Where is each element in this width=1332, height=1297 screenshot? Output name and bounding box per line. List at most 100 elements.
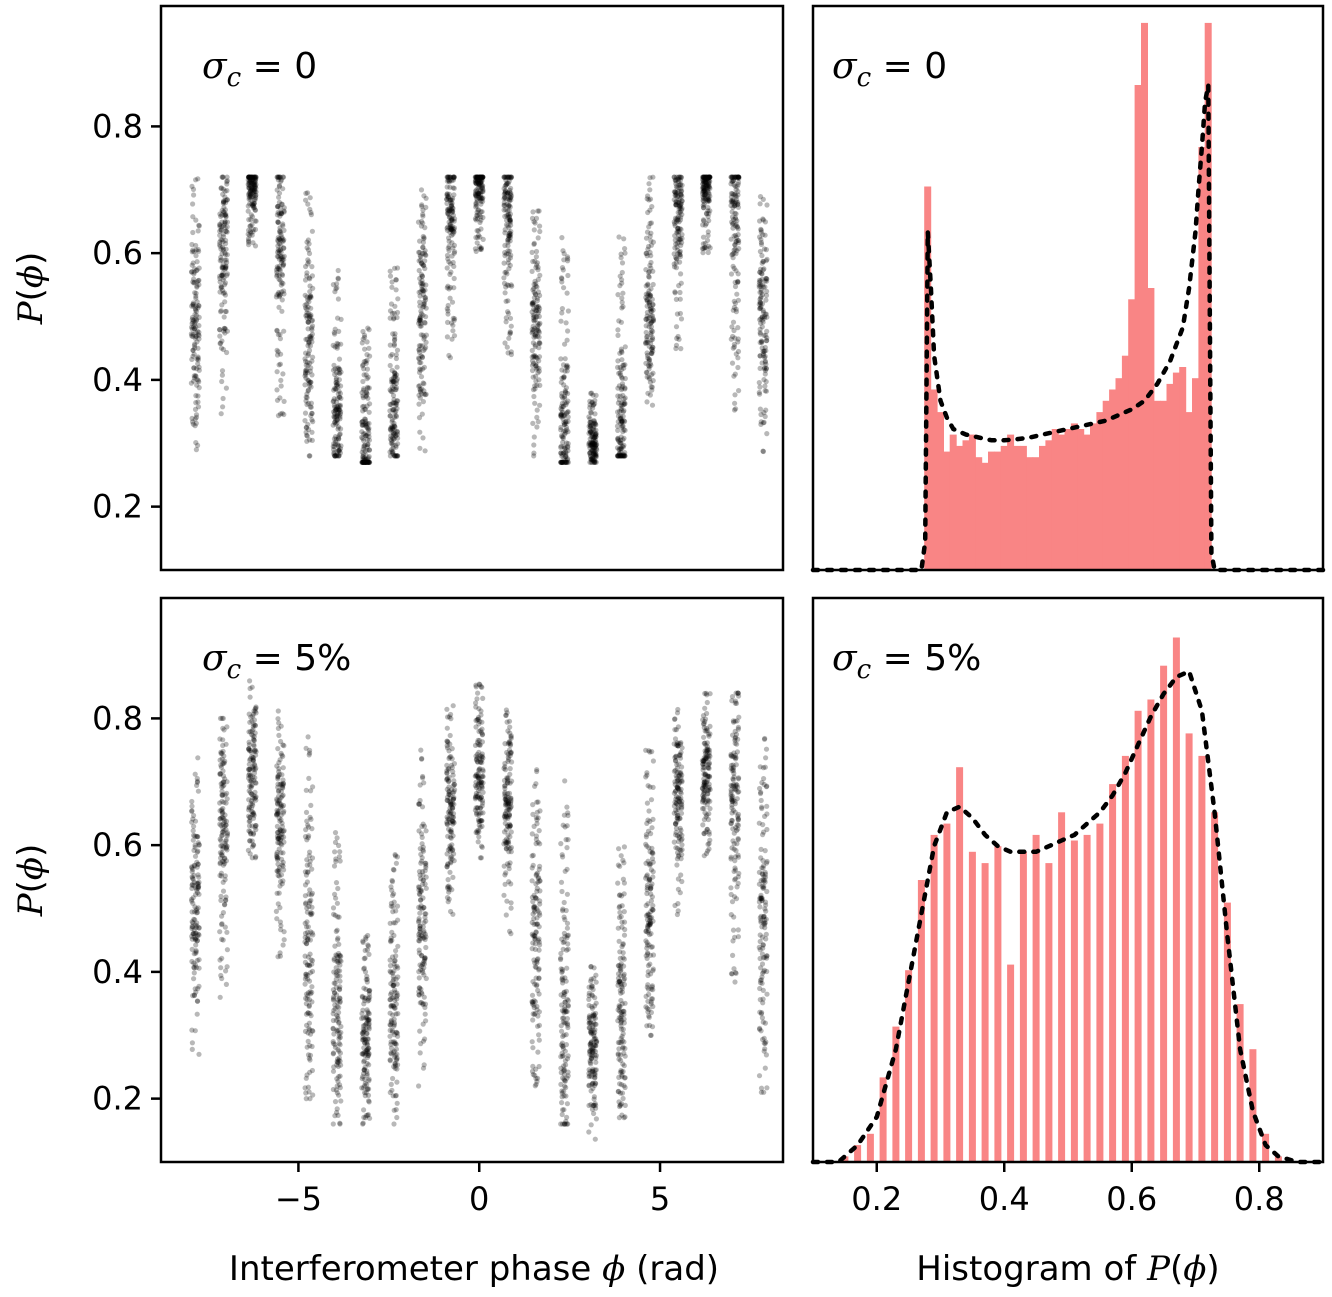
histogram-bar	[981, 462, 989, 570]
scatter-point	[474, 189, 480, 195]
scatter-point	[648, 337, 654, 343]
scatter-point	[274, 273, 280, 279]
scatter-point	[420, 233, 426, 240]
scatter-point	[274, 272, 280, 278]
scatter-point	[559, 400, 566, 406]
scatter-point	[335, 453, 342, 459]
scatter-point	[192, 311, 198, 318]
scatter-point	[304, 1072, 310, 1078]
scatter-point	[530, 258, 536, 265]
scatter-point	[507, 192, 513, 198]
scatter-point	[364, 421, 371, 427]
scatter-point	[361, 459, 367, 465]
scatter-point	[532, 383, 538, 389]
scatter-point	[305, 201, 311, 207]
scatter-point	[620, 429, 626, 435]
scatter-point	[364, 1031, 370, 1037]
histogram-bar	[1147, 288, 1155, 570]
scatter-point	[476, 834, 482, 840]
scatter-point	[331, 402, 337, 408]
scatter-point	[304, 245, 310, 251]
scatter-point	[503, 912, 509, 918]
scatter-point	[762, 383, 768, 389]
scatter-point	[478, 180, 484, 186]
scatter-point	[764, 276, 770, 282]
scatter-point	[561, 420, 567, 426]
scatter-point	[422, 392, 428, 398]
scatter-point	[587, 398, 593, 404]
scatter-point	[276, 294, 282, 300]
scatter-point	[246, 178, 253, 184]
scatter-point	[504, 271, 510, 277]
histogram-bar	[949, 434, 957, 570]
histogram-bar	[1007, 434, 1015, 570]
scatter-point	[507, 218, 513, 224]
scatter-point	[336, 453, 342, 459]
scatter-point	[478, 174, 484, 180]
scatter-point	[758, 270, 765, 276]
scatter-point	[387, 413, 393, 419]
scatter-point	[280, 174, 287, 180]
scatter-point	[221, 325, 228, 331]
scatter-point	[217, 836, 223, 842]
scatter-point	[195, 377, 201, 383]
scatter-point	[417, 389, 423, 395]
scatter-point	[565, 459, 572, 465]
scatter-point	[506, 202, 512, 209]
scatter-point	[334, 379, 340, 385]
scatter-point	[392, 331, 398, 337]
scatter-point	[444, 191, 450, 198]
scatter-point	[450, 703, 456, 709]
scatter-point	[308, 384, 314, 390]
scatter-point	[732, 183, 738, 189]
scatter-point	[332, 289, 338, 295]
scatter-point	[274, 798, 280, 804]
scatter-point	[333, 377, 339, 383]
scatter-point	[275, 725, 281, 732]
scatter-point	[364, 389, 370, 396]
scatter-point	[416, 317, 422, 323]
scatter-point	[507, 234, 514, 240]
scatter-point	[337, 1120, 343, 1126]
scatter-point	[274, 811, 280, 817]
scatter-point	[387, 449, 393, 455]
scatter-point	[508, 323, 514, 329]
scatter-point	[534, 314, 540, 320]
scatter-point	[303, 429, 309, 435]
scatter-point	[473, 193, 479, 199]
scatter-point	[332, 407, 338, 413]
scatter-point	[420, 366, 426, 372]
scatter-point	[219, 272, 225, 279]
scatter-point	[331, 411, 338, 417]
scatter-point	[444, 864, 450, 870]
scatter-point	[559, 434, 565, 440]
scatter-point	[304, 395, 310, 401]
scatter-point	[332, 413, 338, 419]
histogram-bar	[1115, 378, 1123, 570]
scatter-point	[474, 174, 480, 180]
scatter-point	[531, 219, 537, 225]
scatter-point	[334, 900, 340, 906]
scatter-point	[563, 450, 569, 456]
scatter-point	[223, 228, 229, 234]
scatter-point	[364, 366, 370, 372]
scatter-point	[507, 860, 513, 866]
scatter-point	[366, 447, 373, 453]
scatter-point	[224, 947, 230, 953]
scatter-point	[251, 793, 257, 799]
scatter-point	[535, 235, 541, 241]
scatter-point	[447, 284, 454, 291]
scatter-point	[672, 289, 678, 295]
scatter-point	[416, 938, 423, 944]
scatter-point	[359, 422, 366, 428]
scatter-point	[536, 365, 542, 371]
scatter-point	[643, 267, 649, 273]
scatter-point	[246, 174, 252, 180]
scatter-point	[537, 305, 543, 312]
scatter-point	[417, 299, 423, 305]
scatter-point	[730, 319, 737, 325]
scatter-point	[359, 459, 366, 465]
scatter-point	[194, 377, 200, 383]
scatter-point	[394, 405, 400, 412]
scatter-point	[477, 194, 483, 200]
